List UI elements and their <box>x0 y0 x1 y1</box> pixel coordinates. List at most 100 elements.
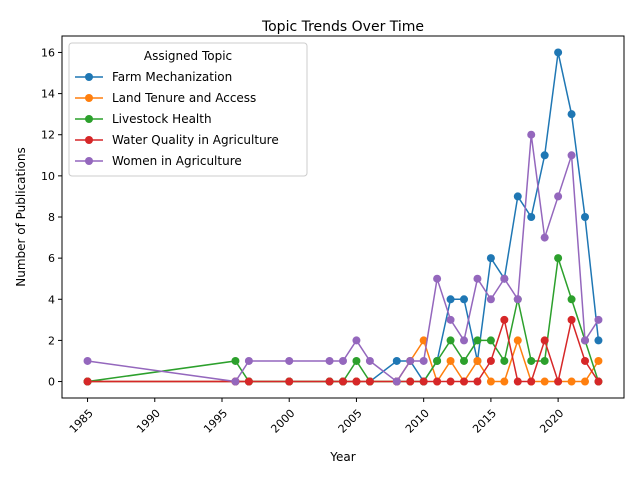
data-point-farm-mechanization <box>460 295 469 304</box>
data-point-women-in-agriculture <box>460 336 469 345</box>
data-point-women-in-agriculture <box>339 356 347 365</box>
data-point-livestock-health <box>473 336 482 345</box>
data-point-water-quality-in-agriculture <box>352 377 361 386</box>
x-tick-label: 2010 <box>403 407 432 436</box>
data-point-livestock-health <box>446 336 455 345</box>
data-point-women-in-agriculture <box>486 295 495 304</box>
data-point-farm-mechanization <box>513 192 522 201</box>
data-point-women-in-agriculture <box>446 315 455 324</box>
data-point-women-in-agriculture <box>231 377 240 386</box>
data-point-land-tenure-and-access <box>473 356 482 365</box>
data-point-farm-mechanization <box>567 110 576 119</box>
data-point-livestock-health <box>352 356 361 365</box>
data-point-water-quality-in-agriculture <box>594 377 603 386</box>
data-point-water-quality-in-agriculture <box>567 315 576 324</box>
y-tick-label: 0 <box>48 376 55 389</box>
data-point-land-tenure-and-access <box>581 377 590 386</box>
y-tick-label: 6 <box>48 252 55 265</box>
data-point-women-in-agriculture <box>581 336 590 345</box>
y-tick-label: 10 <box>41 170 55 183</box>
data-point-land-tenure-and-access <box>594 356 603 365</box>
data-point-land-tenure-and-access <box>486 377 495 386</box>
data-point-water-quality-in-agriculture <box>460 377 469 386</box>
data-point-water-quality-in-agriculture <box>285 377 294 386</box>
legend-label: Farm Mechanization <box>112 70 232 84</box>
data-point-water-quality-in-agriculture <box>554 377 563 386</box>
data-point-livestock-health <box>486 336 495 345</box>
data-point-livestock-health <box>527 356 536 365</box>
x-tick-label: 1995 <box>201 407 230 436</box>
legend-label: Women in Agriculture <box>112 154 242 168</box>
legend: Assigned Topic Farm Mechanization Land Ten… <box>68 42 308 177</box>
data-point-water-quality-in-agriculture <box>244 377 253 386</box>
data-point-land-tenure-and-access <box>500 377 509 386</box>
x-tick-label: 2020 <box>537 407 566 436</box>
y-tick-label: 14 <box>41 88 55 101</box>
data-point-women-in-agriculture <box>419 356 428 365</box>
data-point-water-quality-in-agriculture <box>365 377 374 386</box>
y-tick-label: 2 <box>48 334 55 347</box>
data-point-farm-mechanization <box>486 254 495 263</box>
data-point-water-quality-in-agriculture <box>406 377 415 386</box>
data-point-livestock-health <box>460 356 469 365</box>
series-line-water-quality-in-agriculture <box>87 316 600 385</box>
data-point-women-in-agriculture <box>392 377 401 386</box>
x-tick-label: 2000 <box>268 407 297 436</box>
data-point-farm-mechanization <box>594 336 603 345</box>
chart-title: Topic Trends Over Time <box>261 19 424 35</box>
data-point-livestock-health <box>540 356 549 365</box>
legend-label: Water Quality in Agriculture <box>112 133 279 147</box>
data-point-women-in-agriculture <box>325 356 334 365</box>
data-point-land-tenure-and-access <box>419 336 428 345</box>
data-point-women-in-agriculture <box>567 151 576 160</box>
data-point-women-in-agriculture <box>554 192 563 201</box>
data-point-livestock-health <box>231 356 240 365</box>
data-point-land-tenure-and-access <box>513 336 522 345</box>
legend-swatch-marker <box>85 157 93 165</box>
x-tick-label: 2015 <box>470 407 499 436</box>
data-point-water-quality-in-agriculture <box>513 377 522 386</box>
data-point-women-in-agriculture <box>540 233 549 242</box>
x-axis-label: Year <box>329 450 355 464</box>
x-tick-label: 1990 <box>134 407 163 436</box>
data-point-women-in-agriculture <box>433 274 442 283</box>
data-point-farm-mechanization <box>581 213 590 221</box>
legend-title: Assigned Topic <box>144 49 232 63</box>
data-point-livestock-health <box>500 356 509 365</box>
y-tick-label: 8 <box>48 211 55 224</box>
y-tick-label: 4 <box>48 293 55 306</box>
x-tick-label: 2005 <box>336 407 365 436</box>
data-point-farm-mechanization <box>527 213 536 221</box>
data-point-women-in-agriculture <box>406 356 415 365</box>
data-point-women-in-agriculture <box>473 274 482 283</box>
data-point-water-quality-in-agriculture <box>339 377 347 386</box>
data-point-livestock-health <box>554 254 563 263</box>
y-axis-label: Number of Publications <box>14 147 28 287</box>
data-point-women-in-agriculture <box>83 356 92 365</box>
legend-swatch-marker <box>85 94 93 102</box>
data-point-water-quality-in-agriculture <box>446 377 455 386</box>
data-point-women-in-agriculture <box>594 315 603 324</box>
y-tick-label: 12 <box>41 129 55 142</box>
data-point-water-quality-in-agriculture <box>433 377 442 386</box>
data-point-farm-mechanization <box>540 151 549 160</box>
data-point-women-in-agriculture <box>365 356 374 365</box>
data-point-water-quality-in-agriculture <box>419 377 428 386</box>
data-point-water-quality-in-agriculture <box>83 377 92 386</box>
legend-box <box>68 42 308 177</box>
x-tick-label: 1985 <box>67 407 96 436</box>
data-point-livestock-health <box>567 295 576 304</box>
data-point-women-in-agriculture <box>352 336 361 345</box>
y-axis: 0 2 4 6 8 10 12 14 16 <box>41 46 62 389</box>
data-point-water-quality-in-agriculture <box>500 315 509 324</box>
data-point-women-in-agriculture <box>244 356 253 365</box>
legend-label: Land Tenure and Access <box>112 91 256 105</box>
y-tick-label: 16 <box>41 46 55 59</box>
data-point-water-quality-in-agriculture <box>527 377 536 386</box>
legend-label: Livestock Health <box>112 112 212 126</box>
legend-swatch-marker <box>85 73 93 81</box>
data-point-women-in-agriculture <box>527 130 536 139</box>
legend-swatch-marker <box>85 136 93 144</box>
data-point-water-quality-in-agriculture <box>486 356 495 365</box>
data-point-water-quality-in-agriculture <box>540 336 549 345</box>
